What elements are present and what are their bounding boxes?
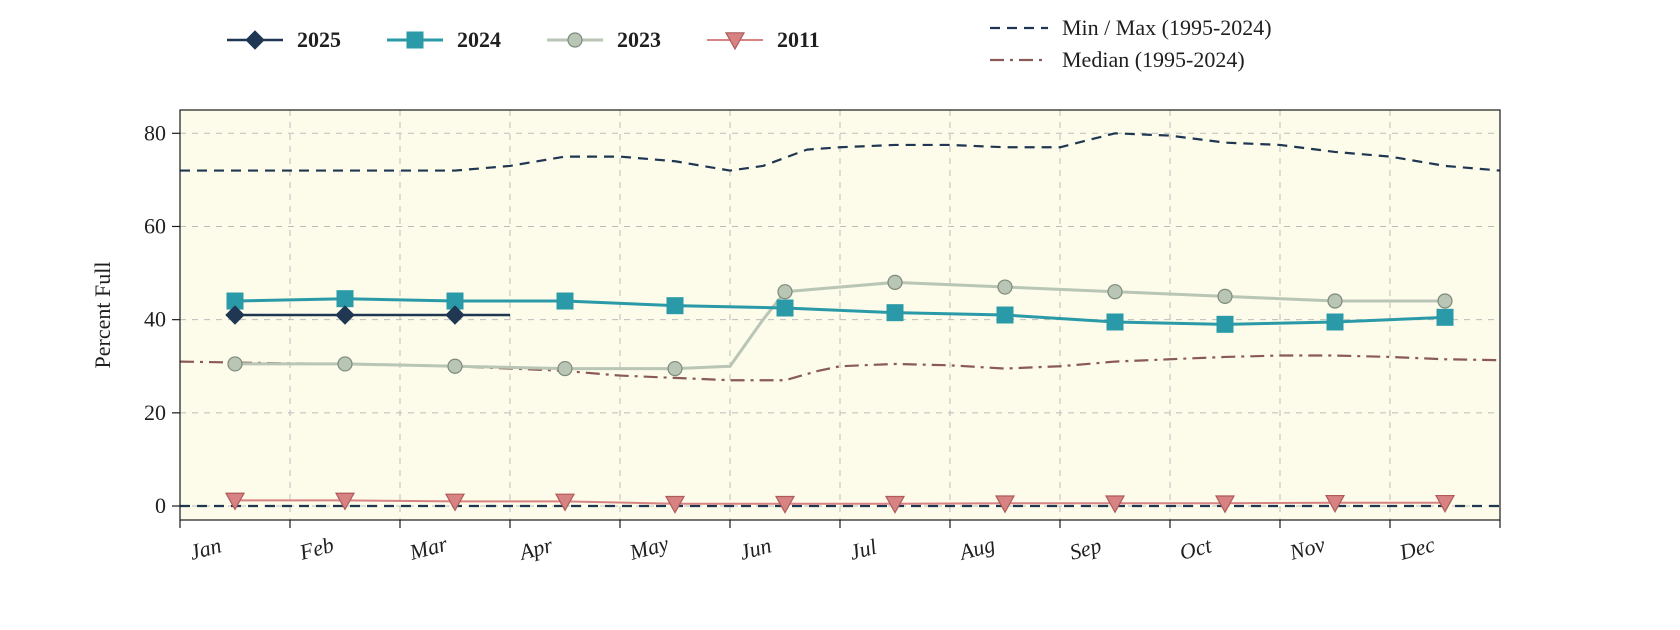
svg-text:Nov: Nov bbox=[1286, 531, 1328, 565]
percent-full-chart: 0 20 40 60 80 Jan Feb Mar Apr May Jun Jul Aug Sep Oct N… bbox=[0, 0, 1680, 630]
svg-text:Sep: Sep bbox=[1067, 532, 1104, 564]
svg-text:Mar: Mar bbox=[406, 531, 450, 565]
svg-text:Oct: Oct bbox=[1177, 532, 1215, 565]
svg-text:20: 20 bbox=[144, 400, 166, 425]
legend-label: Median (1995-2024) bbox=[1062, 47, 1245, 72]
svg-text:Jan: Jan bbox=[187, 532, 224, 564]
svg-text:Jun: Jun bbox=[737, 532, 774, 564]
svg-text:Percent Full: Percent Full bbox=[90, 262, 115, 369]
legend-label: Min / Max (1995-2024) bbox=[1062, 15, 1272, 40]
svg-text:Jul: Jul bbox=[847, 534, 879, 565]
svg-text:0: 0 bbox=[155, 493, 166, 518]
svg-text:Feb: Feb bbox=[296, 532, 336, 565]
svg-text:60: 60 bbox=[144, 213, 166, 238]
svg-text:Dec: Dec bbox=[1396, 531, 1438, 565]
legend-label: 2024 bbox=[457, 27, 501, 52]
svg-text:80: 80 bbox=[144, 120, 166, 145]
legend-label: 2025 bbox=[297, 27, 341, 52]
legend-label: 2011 bbox=[777, 27, 820, 52]
chart-svg: 0 20 40 60 80 Jan Feb Mar Apr May Jun Jul Aug Sep Oct N… bbox=[0, 0, 1680, 630]
svg-text:May: May bbox=[626, 531, 671, 566]
svg-text:Apr: Apr bbox=[515, 532, 556, 565]
legend-label: 2023 bbox=[617, 27, 661, 52]
svg-text:40: 40 bbox=[144, 307, 166, 332]
svg-text:Aug: Aug bbox=[955, 532, 998, 566]
